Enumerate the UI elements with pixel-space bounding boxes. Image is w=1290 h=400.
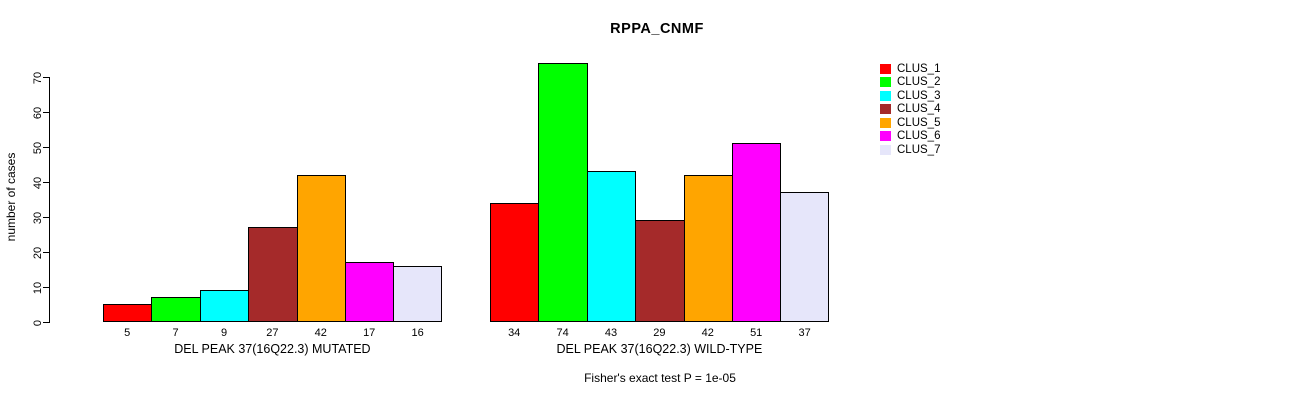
legend-swatch <box>880 131 891 142</box>
legend: CLUS_1 CLUS_2 CLUS_3 CLUS_4 CLUS_5 CLUS_6 CLUS… <box>880 62 940 157</box>
legend-swatch <box>880 63 891 74</box>
legend-swatch <box>880 77 891 88</box>
y-tick-mark <box>43 77 50 78</box>
legend-label: CLUS_5 <box>897 116 941 129</box>
y-tick-mark <box>43 252 50 253</box>
bar-value-label: 16 <box>411 327 424 339</box>
bar-clus_6 <box>345 262 394 322</box>
bar-clus_5 <box>297 175 346 322</box>
stat-test-note: Fisher's exact test P = 1e-05 <box>584 371 736 385</box>
legend-item: CLUS_1 <box>880 62 940 76</box>
group-label: DEL PEAK 37(16Q22.3) MUTATED <box>174 342 371 356</box>
legend-item: CLUS_3 <box>880 89 940 103</box>
bar-value-label: 9 <box>220 327 228 339</box>
legend-item: CLUS_2 <box>880 76 940 90</box>
legend-label: CLUS_7 <box>897 143 941 156</box>
y-tick-label: 0 <box>32 319 44 326</box>
legend-swatch <box>880 90 891 101</box>
legend-label: CLUS_3 <box>897 89 941 102</box>
bar-clus_7 <box>393 266 442 322</box>
bar-value-label: 27 <box>266 327 279 339</box>
bar-clus_1 <box>103 304 152 322</box>
legend-swatch <box>880 144 891 155</box>
chart-title: RPPA_CNMF <box>610 21 704 37</box>
y-tick-mark <box>43 287 50 288</box>
bar-value-label: 5 <box>124 327 131 339</box>
y-tick-label: 70 <box>32 71 44 84</box>
bar-value-label: 42 <box>314 327 327 339</box>
legend-label: CLUS_4 <box>897 103 941 116</box>
bar-clus_6 <box>732 143 781 322</box>
y-tick-label: 50 <box>32 141 44 154</box>
legend-label: CLUS_2 <box>897 76 941 89</box>
y-tick-mark <box>43 182 50 183</box>
legend-item: CLUS_5 <box>880 116 940 130</box>
legend-label: CLUS_1 <box>897 62 941 75</box>
y-tick-label: 10 <box>32 281 44 294</box>
y-tick-mark <box>43 217 50 218</box>
bar-clus_4 <box>248 227 298 322</box>
legend-swatch <box>880 104 891 115</box>
y-tick-mark <box>43 147 50 148</box>
bar-clus_7 <box>780 192 829 322</box>
bar-clus_4 <box>635 220 685 322</box>
legend-swatch <box>880 117 891 128</box>
bar-value-label: 34 <box>508 327 521 339</box>
bar-clus_5 <box>684 175 733 322</box>
bar-clus_2 <box>538 63 588 322</box>
bar-value-label: 51 <box>750 327 763 339</box>
bar-clus_3 <box>587 171 636 322</box>
group-label: DEL PEAK 37(16Q22.3) WILD-TYPE <box>556 342 763 356</box>
bar-value-label: 17 <box>363 327 376 339</box>
bar-clus_3 <box>200 290 249 322</box>
y-axis <box>49 77 50 323</box>
bar-clus_1 <box>490 203 539 322</box>
y-tick-label: 60 <box>32 106 44 119</box>
bar-clus_2 <box>151 297 201 322</box>
y-tick-label: 30 <box>32 211 44 224</box>
y-tick-mark <box>43 112 50 113</box>
y-tick-label: 20 <box>32 246 44 259</box>
y-axis-label: number of cases <box>4 152 18 242</box>
bar-value-label: 43 <box>604 327 618 339</box>
bar-value-label: 37 <box>798 327 811 339</box>
legend-item: CLUS_6 <box>880 130 940 144</box>
legend-label: CLUS_6 <box>897 130 941 143</box>
bar-value-label: 7 <box>172 327 179 339</box>
y-tick-mark <box>43 322 50 323</box>
bar-value-label: 29 <box>653 327 666 339</box>
y-tick-label: 40 <box>32 176 44 189</box>
legend-item: CLUS_7 <box>880 143 940 157</box>
legend-item: CLUS_4 <box>880 103 940 117</box>
bar-value-label: 74 <box>556 327 569 339</box>
bar-value-label: 42 <box>701 327 714 339</box>
